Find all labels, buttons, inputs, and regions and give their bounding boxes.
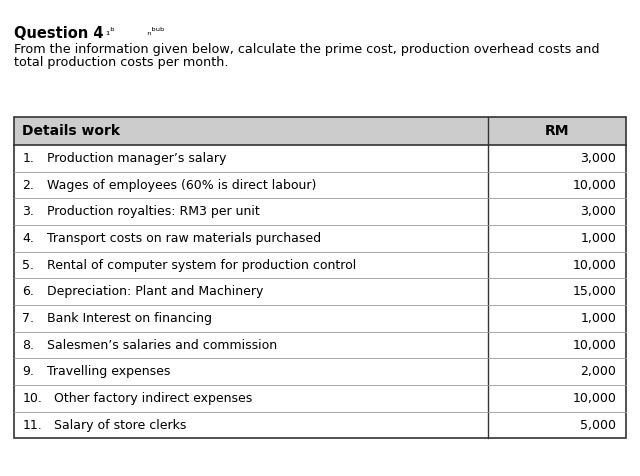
Text: 10,000: 10,000 <box>572 338 616 352</box>
Text: 1.: 1. <box>22 152 35 165</box>
Text: 3,000: 3,000 <box>580 152 616 165</box>
Text: Wages of employees (60% is direct labour): Wages of employees (60% is direct labour… <box>47 178 317 192</box>
Text: 10.: 10. <box>22 392 42 405</box>
Text: Production royalties: RM3 per unit: Production royalties: RM3 per unit <box>47 205 260 218</box>
Text: 3,000: 3,000 <box>580 205 616 218</box>
Text: total production costs per month.: total production costs per month. <box>14 56 228 69</box>
Text: 6.: 6. <box>22 285 35 298</box>
Text: 10,000: 10,000 <box>572 392 616 405</box>
Text: Travelling expenses: Travelling expenses <box>47 365 171 378</box>
Text: 15,000: 15,000 <box>572 285 616 298</box>
Text: 1,000: 1,000 <box>580 232 616 245</box>
Text: Transport costs on raw materials purchased: Transport costs on raw materials purchas… <box>47 232 321 245</box>
Text: 2.: 2. <box>22 178 35 192</box>
Text: Production manager’s salary: Production manager’s salary <box>47 152 227 165</box>
Text: From the information given below, calculate the prime cost, production overhead : From the information given below, calcul… <box>14 43 600 56</box>
Text: ₁ᵇ          ₙᵇᵘᵇ: ₁ᵇ ₙᵇᵘᵇ <box>106 27 164 37</box>
Text: Salesmen’s salaries and commission: Salesmen’s salaries and commission <box>47 338 278 352</box>
Text: 8.: 8. <box>22 338 35 352</box>
Text: Rental of computer system for production control: Rental of computer system for production… <box>47 258 356 272</box>
Text: Question 4: Question 4 <box>14 26 104 41</box>
Text: Salary of store clerks: Salary of store clerks <box>54 418 186 432</box>
Text: 3.: 3. <box>22 205 35 218</box>
Text: Details work: Details work <box>22 124 120 138</box>
Text: 2,000: 2,000 <box>580 365 616 378</box>
Text: 10,000: 10,000 <box>572 178 616 192</box>
Text: 5,000: 5,000 <box>580 418 616 432</box>
Text: 11.: 11. <box>22 418 42 432</box>
Text: 5.: 5. <box>22 258 35 272</box>
Text: Bank Interest on financing: Bank Interest on financing <box>47 312 212 325</box>
Text: Other factory indirect expenses: Other factory indirect expenses <box>54 392 252 405</box>
Text: 10,000: 10,000 <box>572 258 616 272</box>
Text: 7.: 7. <box>22 312 35 325</box>
Text: RM: RM <box>545 124 570 138</box>
Text: 9.: 9. <box>22 365 35 378</box>
Text: 1,000: 1,000 <box>580 312 616 325</box>
Text: 4.: 4. <box>22 232 35 245</box>
Text: Depreciation: Plant and Machinery: Depreciation: Plant and Machinery <box>47 285 264 298</box>
